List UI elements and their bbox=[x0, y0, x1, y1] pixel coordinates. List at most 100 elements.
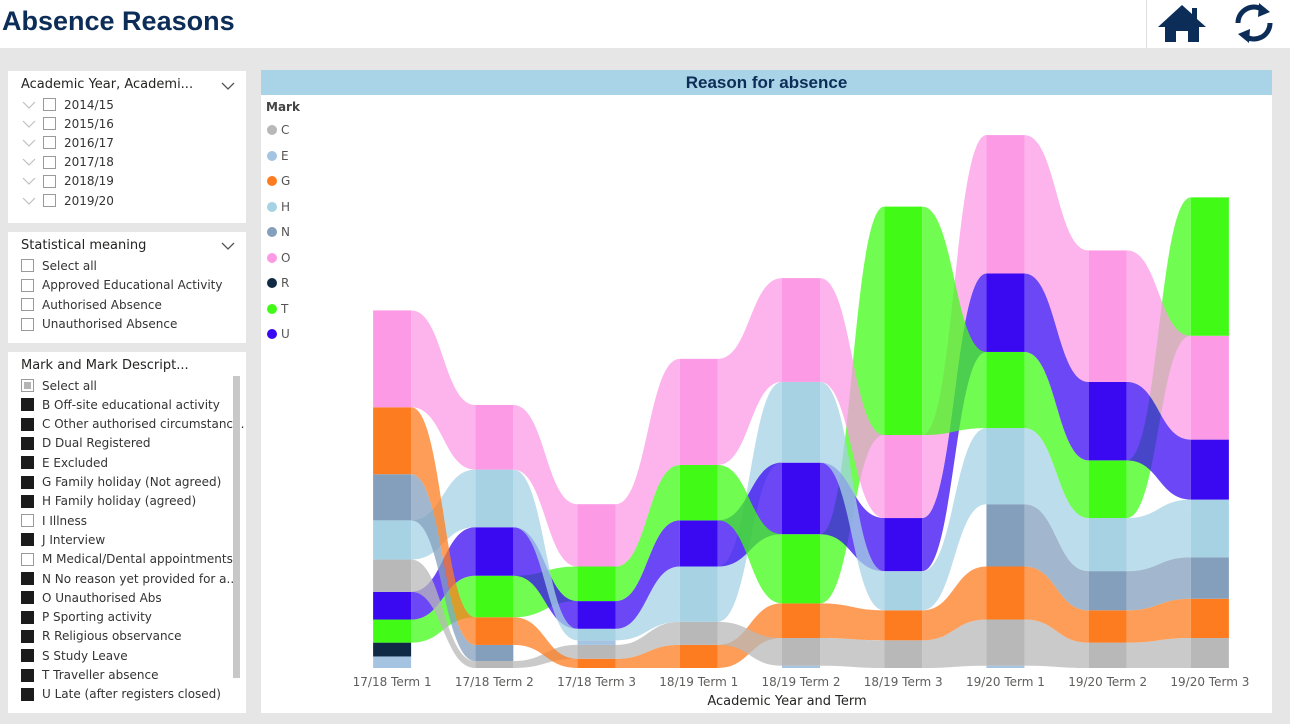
bar-segment-H[interactable] bbox=[475, 469, 514, 528]
mark-option[interactable]: H Family holiday (agreed) bbox=[21, 492, 196, 511]
checkbox[interactable] bbox=[21, 436, 34, 450]
mark-option[interactable]: M Medical/Dental appointments bbox=[21, 550, 233, 569]
bar-segment-E[interactable] bbox=[782, 665, 820, 668]
bar-segment-H[interactable] bbox=[1190, 499, 1229, 558]
bar-segment-T[interactable] bbox=[679, 464, 718, 521]
bar-segment-G[interactable] bbox=[884, 610, 923, 641]
bar-segment-U[interactable] bbox=[475, 527, 514, 576]
checkbox[interactable] bbox=[21, 298, 34, 311]
bar-segment-R[interactable] bbox=[373, 642, 412, 657]
bar-segment-N[interactable] bbox=[1190, 557, 1229, 599]
bar-segment-U[interactable] bbox=[577, 601, 616, 629]
checkbox[interactable] bbox=[21, 475, 34, 489]
mark-option[interactable]: J Interview bbox=[21, 530, 105, 549]
checkbox[interactable] bbox=[43, 98, 56, 111]
checkbox[interactable] bbox=[21, 533, 34, 547]
checkbox[interactable] bbox=[21, 259, 34, 272]
bar-segment-G[interactable] bbox=[679, 644, 718, 668]
bar-segment-C[interactable] bbox=[986, 619, 1025, 666]
legend-item[interactable]: R bbox=[267, 276, 289, 290]
checkbox[interactable] bbox=[21, 278, 34, 292]
bar-segment-G[interactable] bbox=[577, 658, 616, 668]
mark-option[interactable]: Select all bbox=[21, 376, 97, 395]
bar-segment-T[interactable] bbox=[884, 206, 923, 435]
bar-segment-T[interactable] bbox=[475, 575, 514, 618]
scrollbar[interactable] bbox=[233, 376, 240, 678]
year-option[interactable]: 2014/15 bbox=[21, 95, 114, 114]
bar-segment-U[interactable] bbox=[884, 518, 923, 572]
legend-item[interactable]: N bbox=[267, 225, 290, 239]
bar-segment-U[interactable] bbox=[1088, 381, 1127, 461]
refresh-icon[interactable] bbox=[1224, 0, 1284, 46]
mark-option[interactable]: D Dual Registered bbox=[21, 434, 151, 453]
meaning-option[interactable]: Approved Educational Activity bbox=[21, 276, 223, 295]
bar-segment-H[interactable] bbox=[679, 566, 718, 622]
bar-segment-N[interactable] bbox=[475, 644, 514, 662]
year-option[interactable]: 2018/19 bbox=[21, 172, 114, 191]
bar-segment-C[interactable] bbox=[884, 640, 923, 668]
checkbox[interactable] bbox=[21, 514, 34, 528]
bar-segment-U[interactable] bbox=[373, 591, 412, 620]
meaning-option[interactable]: Authorised Absence bbox=[21, 295, 162, 314]
checkbox[interactable] bbox=[21, 591, 34, 605]
mark-option[interactable]: T Traveller absence bbox=[21, 666, 158, 685]
year-option[interactable]: 2017/18 bbox=[21, 153, 114, 172]
legend-item[interactable]: O bbox=[267, 251, 290, 265]
bar-segment-C[interactable] bbox=[1088, 642, 1127, 668]
bar-segment-H[interactable] bbox=[986, 428, 1025, 505]
legend-item[interactable]: E bbox=[267, 149, 289, 163]
legend-item[interactable]: T bbox=[267, 302, 288, 316]
year-option[interactable]: 2019/20 bbox=[21, 191, 114, 210]
checkbox[interactable] bbox=[21, 649, 34, 663]
mark-option[interactable]: P Sporting activity bbox=[21, 608, 152, 627]
bar-segment-T[interactable] bbox=[782, 534, 820, 604]
checkbox[interactable] bbox=[21, 456, 34, 470]
checkbox[interactable] bbox=[21, 687, 34, 701]
checkbox[interactable] bbox=[21, 494, 34, 508]
expand-chevron-icon[interactable] bbox=[21, 118, 37, 130]
bar-segment-E[interactable] bbox=[577, 640, 616, 645]
bar-segment-O[interactable] bbox=[1088, 250, 1127, 382]
bar-segment-O[interactable] bbox=[782, 278, 820, 382]
year-option[interactable]: 2016/17 bbox=[21, 133, 114, 152]
mark-option[interactable]: S Study Leave bbox=[21, 646, 128, 665]
legend-item[interactable]: C bbox=[267, 123, 289, 137]
legend-item[interactable]: G bbox=[267, 174, 290, 188]
meaning-option[interactable]: Select all bbox=[21, 256, 97, 275]
bar-segment-G[interactable] bbox=[1190, 598, 1229, 639]
bar-segment-O[interactable] bbox=[475, 405, 514, 470]
checkbox[interactable] bbox=[21, 610, 34, 624]
meaning-option[interactable]: Unauthorised Absence bbox=[21, 315, 177, 334]
bar-segment-H[interactable] bbox=[373, 520, 412, 560]
checkbox[interactable] bbox=[43, 174, 56, 188]
bar-segment-O[interactable] bbox=[679, 358, 718, 465]
bar-segment-G[interactable] bbox=[782, 603, 820, 639]
checkbox[interactable] bbox=[21, 572, 34, 585]
checkbox[interactable] bbox=[43, 136, 56, 150]
checkbox[interactable] bbox=[21, 317, 34, 331]
mark-option[interactable]: O Unauthorised Abs bbox=[21, 588, 162, 607]
bar-segment-C[interactable] bbox=[1190, 638, 1229, 668]
bar-segment-T[interactable] bbox=[1088, 460, 1127, 519]
expand-chevron-icon[interactable] bbox=[21, 137, 37, 149]
mark-option[interactable]: U Late (after registers closed) bbox=[21, 685, 221, 704]
checkbox[interactable] bbox=[21, 417, 34, 431]
checkbox[interactable] bbox=[21, 552, 34, 566]
checkbox[interactable] bbox=[21, 379, 34, 392]
bar-segment-C[interactable] bbox=[475, 661, 514, 668]
bar-segment-C[interactable] bbox=[577, 644, 616, 659]
checkbox[interactable] bbox=[43, 117, 56, 131]
bar-segment-O[interactable] bbox=[373, 310, 412, 408]
bar-segment-O[interactable] bbox=[577, 504, 616, 567]
bar-segment-H[interactable] bbox=[1088, 518, 1127, 572]
bar-segment-T[interactable] bbox=[1190, 197, 1229, 336]
year-option[interactable]: 2015/16 bbox=[21, 114, 114, 133]
bar-segment-T[interactable] bbox=[373, 619, 412, 643]
bar-segment-T[interactable] bbox=[577, 566, 616, 602]
bar-segment-G[interactable] bbox=[373, 407, 412, 475]
mark-option[interactable]: C Other authorised circumstanc... bbox=[21, 415, 244, 434]
bar-segment-H[interactable] bbox=[884, 571, 923, 611]
checkbox[interactable] bbox=[43, 194, 56, 207]
expand-chevron-icon[interactable] bbox=[21, 175, 37, 187]
bar-segment-U[interactable] bbox=[986, 273, 1025, 352]
